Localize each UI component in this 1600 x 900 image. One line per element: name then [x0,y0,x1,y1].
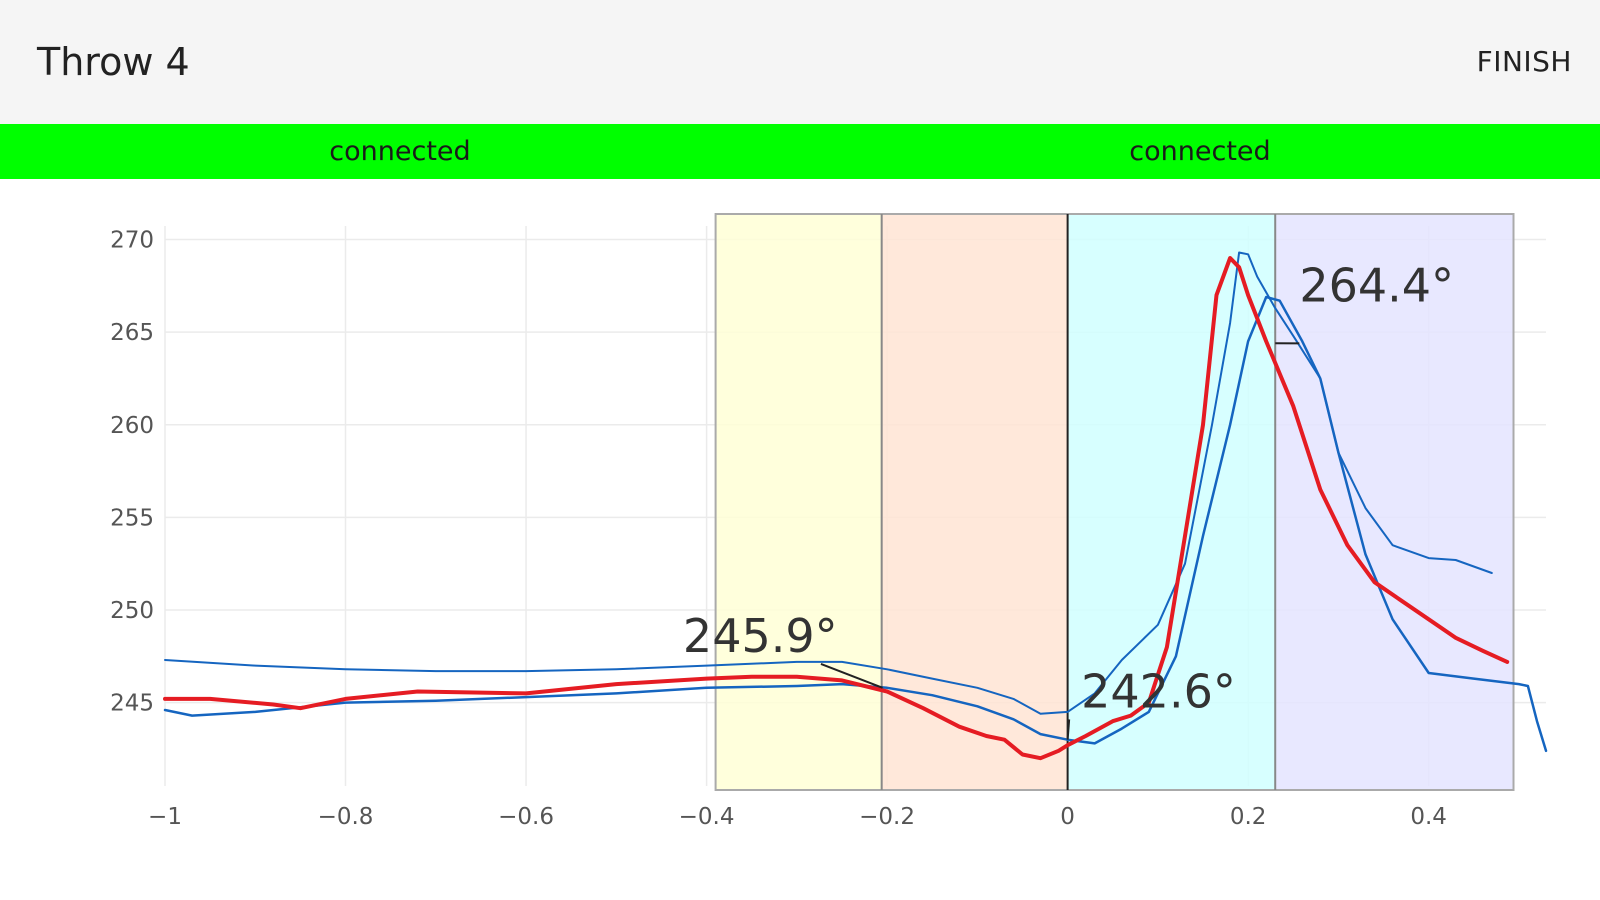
annotation-pointer-2 [1066,719,1071,740]
status-left: connected [329,136,471,167]
series-line-3 [163,256,1510,761]
x-tick-label: 0.4 [1410,804,1447,830]
x-tick-label: −0.2 [859,804,915,830]
annotation-label-2: 242.6° [1081,664,1236,718]
chart-svg: 245.9° 242.6° 264.4° −1 −0.8 −0.6 −0.4 −0.2 0 0.… [110,213,1548,830]
series-line-2 [163,295,1548,753]
x-tick-label: −0.6 [498,804,554,830]
annotation-label-1: 245.9° [683,609,838,663]
y-tick-label: 260 [110,413,154,439]
status-right: connected [1129,136,1271,167]
connection-status-bar: connected connected [0,124,1600,179]
x-tick-label: −0.8 [318,804,374,830]
phase-frame [714,213,1515,791]
x-tick-label: 0.2 [1230,804,1267,830]
annotation-pointer-1 [820,662,883,689]
page-title: Throw 4 [37,40,190,84]
y-tick-label: 270 [110,228,154,254]
phase-band-2 [881,214,1068,790]
phase-band-4 [1275,214,1514,790]
phase-band-3 [1067,214,1276,790]
angle-chart: 245.9° 242.6° 264.4° −1 −0.8 −0.6 −0.4 −0.2 0 0.… [0,179,1600,900]
app-bar: Throw 4 FINISH [0,0,1600,124]
x-tick-label: −0.4 [679,804,735,830]
x-tick-label: 0 [1060,804,1075,830]
x-axis-ticks: −1 −0.8 −0.6 −0.4 −0.2 0 0.2 0.4 [148,804,1447,830]
phase-bands [714,213,1515,791]
y-tick-label: 245 [110,691,154,717]
series-lines [163,251,1548,761]
phase-band-1 [715,214,882,790]
finish-button[interactable]: FINISH [1476,45,1572,78]
y-axis-ticks: 245 250 255 260 265 270 [110,228,154,717]
y-tick-label: 255 [110,505,154,531]
annotation-label-3: 264.4° [1299,258,1454,312]
chart-annotations: 245.9° 242.6° 264.4° [683,258,1454,740]
y-tick-label: 265 [110,320,154,346]
x-tick-label: −1 [148,804,182,830]
y-tick-label: 250 [110,598,154,624]
